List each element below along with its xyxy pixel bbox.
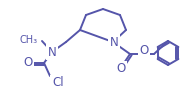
Text: CH₃: CH₃: [20, 35, 38, 45]
Text: N: N: [48, 46, 56, 59]
Text: N: N: [110, 36, 118, 49]
Text: Cl: Cl: [52, 76, 64, 89]
Text: O: O: [139, 44, 149, 57]
Text: O: O: [116, 63, 126, 76]
Text: O: O: [23, 57, 33, 70]
